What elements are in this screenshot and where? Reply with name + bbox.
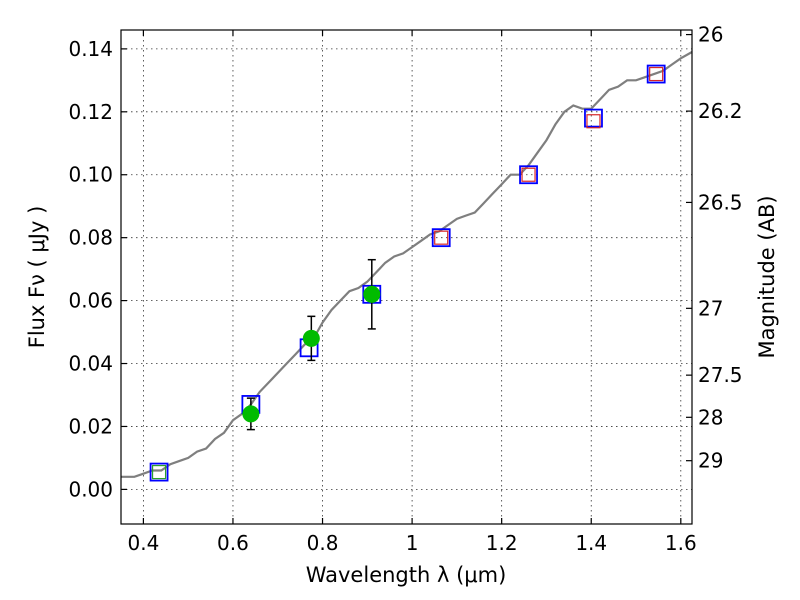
model-square-marker bbox=[519, 165, 538, 185]
x-axis-ticks: 0.4 0.6 0.8 1 1.2 1.4 1.6 bbox=[127, 30, 697, 555]
x-tick-label: 1 bbox=[406, 531, 419, 555]
right-tick-label: 29 bbox=[698, 449, 723, 473]
right-axis-ticks: 26 26.2 26.5 27 27.5 28 29 bbox=[686, 23, 743, 473]
inner-square-marker bbox=[586, 114, 601, 129]
x-tick-label: 1.2 bbox=[486, 531, 518, 555]
y-tick-label: 0.06 bbox=[68, 289, 113, 313]
y-tick-label: 0.08 bbox=[68, 226, 113, 250]
x-tick-label: 1.6 bbox=[665, 531, 697, 555]
right-tick-label: 28 bbox=[698, 405, 723, 429]
x-tick-label: 0.8 bbox=[307, 531, 339, 555]
model-square-marker bbox=[646, 64, 666, 84]
y-tick-label: 0.14 bbox=[68, 37, 113, 61]
model-square-marker bbox=[149, 462, 169, 482]
grid bbox=[121, 30, 692, 524]
observed-point bbox=[242, 405, 260, 423]
plot-frame bbox=[120, 29, 693, 525]
y-tick-label: 0.04 bbox=[68, 352, 113, 376]
x-tick-label: 0.6 bbox=[217, 531, 249, 555]
right-tick-label: 26.2 bbox=[698, 99, 743, 123]
inner-square-marker bbox=[521, 167, 536, 182]
right-tick-label: 27 bbox=[698, 296, 723, 320]
inner-square-marker bbox=[434, 230, 449, 245]
y-axis-ticks: 0.00 0.02 0.04 0.06 0.08 0.10 0.12 0.14 bbox=[68, 37, 127, 501]
right-tick-label: 26.5 bbox=[698, 190, 743, 214]
right-tick-label: 27.5 bbox=[698, 363, 743, 387]
y-axis-label: Flux Fν ( μJy ) bbox=[25, 206, 49, 349]
inner-square-marker bbox=[649, 66, 664, 82]
observed-point bbox=[363, 285, 381, 303]
inner-square-marker bbox=[151, 464, 167, 480]
model-square-marker bbox=[584, 108, 603, 128]
model-square-marker bbox=[431, 228, 451, 248]
y-tick-label: 0.10 bbox=[68, 163, 113, 187]
y-tick-label: 0.00 bbox=[68, 477, 113, 501]
spectrum-line bbox=[121, 51, 693, 478]
observed-point bbox=[302, 329, 320, 347]
y-tick-label: 0.12 bbox=[68, 100, 113, 124]
right-axis-label: Magnitude (AB) bbox=[755, 195, 779, 358]
y-tick-label: 0.02 bbox=[68, 414, 113, 438]
right-tick-label: 26 bbox=[698, 23, 723, 47]
x-tick-label: 0.4 bbox=[127, 531, 159, 555]
series-layer bbox=[121, 51, 693, 482]
x-tick-label: 1.4 bbox=[575, 531, 607, 555]
x-axis-label: Wavelength λ (μm) bbox=[306, 563, 507, 587]
